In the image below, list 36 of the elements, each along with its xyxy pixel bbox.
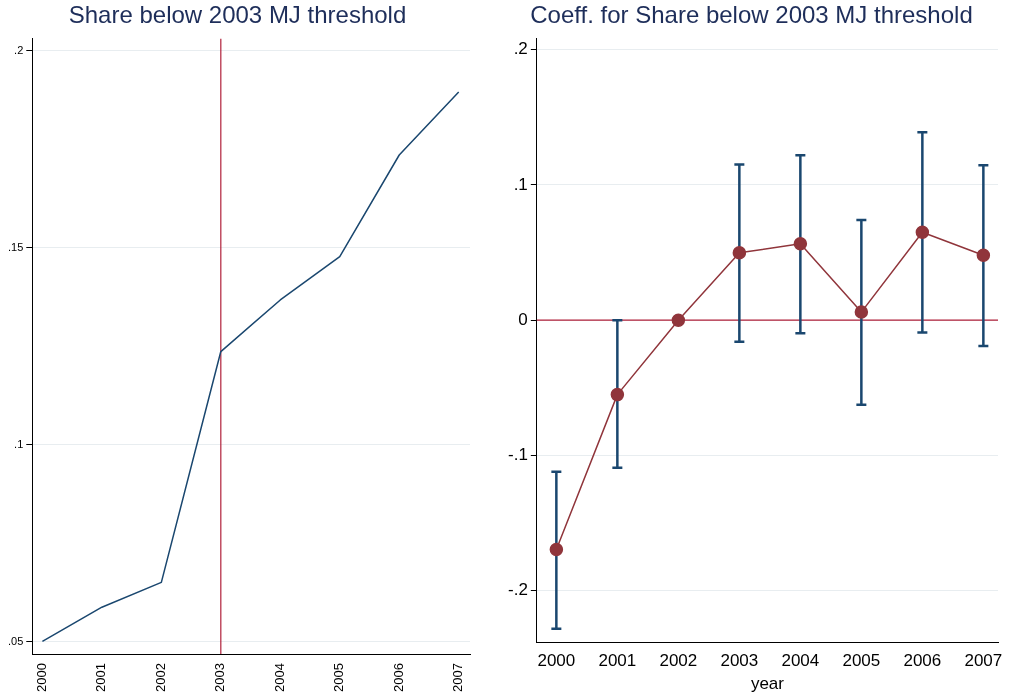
y-tick-label: 0	[518, 309, 528, 329]
x-tick-label: 2003	[720, 651, 759, 671]
x-tick-label: 2006	[390, 663, 406, 692]
x-tick-label: 2001	[93, 663, 109, 692]
x-tick-label: 2004	[271, 663, 287, 692]
x-tick-label: 2006	[903, 651, 942, 671]
x-tick-label: 2000	[537, 651, 576, 671]
x-tick-label: 2002	[152, 663, 168, 692]
point	[549, 542, 564, 557]
point	[610, 387, 625, 402]
point	[671, 313, 686, 327]
y-tick-label: .2	[513, 39, 528, 59]
point	[732, 246, 747, 260]
y-tick-label: -.1	[508, 445, 528, 465]
point	[854, 305, 869, 319]
y-tick-label: -.2	[508, 580, 528, 600]
point	[793, 237, 808, 251]
x-tick-label: 2007	[964, 651, 1003, 671]
x-tick-label: 2004	[781, 651, 820, 671]
y-tick-label: .05	[7, 634, 24, 647]
x-tick-label: 2002	[659, 651, 698, 671]
x-tick-label: 2003	[212, 663, 228, 692]
y-tick-label: .15	[7, 240, 24, 253]
chart-title: Share below 2003 MJ threshold	[68, 1, 407, 29]
x-tick-label: 2000	[33, 663, 49, 692]
x-tick-label: 2007	[450, 663, 466, 692]
y-tick-label: .1	[513, 174, 528, 194]
x-tick-label: 2001	[598, 651, 637, 671]
point	[976, 248, 991, 263]
y-tick-label: .2	[14, 43, 24, 56]
x-axis-title: year	[750, 674, 785, 694]
y-tick-label: .1	[14, 437, 24, 450]
chart-title: Coeff. for Share below 2003 MJ threshold	[530, 1, 973, 29]
point	[915, 225, 930, 240]
x-tick-label: 2005	[842, 651, 881, 671]
x-tick-label: 2005	[331, 663, 347, 692]
